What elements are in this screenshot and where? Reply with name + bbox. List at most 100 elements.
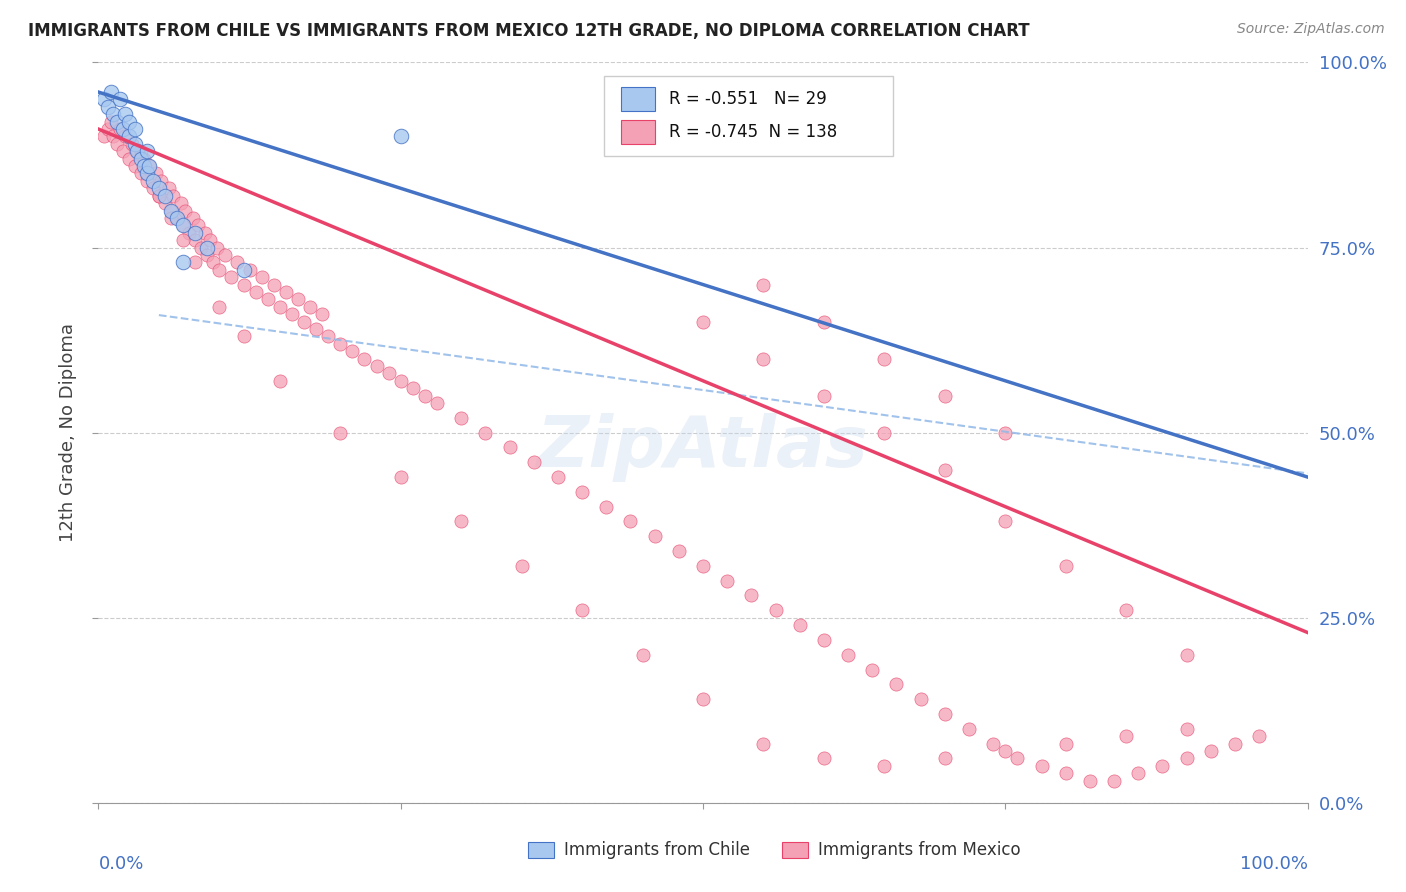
Point: [256, 293, 278, 307]
Point: [450, 515, 472, 529]
Point: [1199, 744, 1222, 758]
Point: [1115, 729, 1137, 743]
Point: [595, 500, 617, 514]
Point: [1128, 766, 1150, 780]
Point: [523, 455, 546, 469]
Point: [692, 558, 714, 573]
Point: [377, 367, 399, 381]
Point: [232, 277, 254, 292]
Point: [105, 136, 128, 151]
Point: [214, 248, 236, 262]
Point: [160, 211, 183, 225]
Point: [353, 351, 375, 366]
Point: [138, 159, 160, 173]
Point: [172, 255, 194, 269]
Point: [426, 396, 449, 410]
Point: [162, 188, 184, 202]
Point: [181, 211, 204, 225]
Point: [263, 277, 285, 292]
FancyBboxPatch shape: [621, 87, 655, 111]
Point: [184, 255, 207, 269]
Point: [166, 211, 188, 225]
Point: [765, 603, 787, 617]
Point: [631, 648, 654, 662]
Point: [934, 388, 956, 402]
Point: [129, 145, 152, 159]
Point: [239, 262, 262, 277]
Point: [934, 751, 956, 765]
Text: R = -0.745  N = 138: R = -0.745 N = 138: [669, 123, 838, 141]
Point: [148, 188, 170, 202]
Point: [873, 758, 896, 772]
Point: [100, 114, 122, 128]
Point: [752, 351, 775, 366]
Point: [571, 484, 593, 499]
Point: [226, 255, 249, 269]
Point: [860, 663, 883, 677]
Point: [153, 196, 176, 211]
Point: [179, 226, 201, 240]
Point: [886, 677, 908, 691]
Point: [93, 129, 115, 144]
Point: [190, 240, 212, 255]
Point: [873, 425, 896, 440]
Point: [245, 285, 267, 299]
Point: [172, 219, 194, 233]
Point: [1054, 766, 1077, 780]
Point: [172, 219, 194, 233]
Point: [118, 114, 141, 128]
Point: [389, 470, 412, 484]
Point: [910, 692, 932, 706]
Point: [134, 152, 156, 166]
Point: [934, 462, 956, 476]
Point: [97, 100, 120, 114]
Text: IMMIGRANTS FROM CHILE VS IMMIGRANTS FROM MEXICO 12TH GRADE, NO DIPLOMA CORRELATI: IMMIGRANTS FROM CHILE VS IMMIGRANTS FROM…: [28, 22, 1029, 40]
Point: [1078, 773, 1101, 788]
Point: [716, 574, 738, 588]
Point: [1175, 648, 1198, 662]
Point: [1054, 737, 1077, 751]
Y-axis label: 12th Grade, No Diploma: 12th Grade, No Diploma: [59, 323, 77, 542]
Point: [1249, 729, 1271, 743]
Point: [142, 174, 165, 188]
Point: [402, 381, 425, 395]
Point: [547, 470, 569, 484]
Point: [957, 722, 980, 736]
Point: [160, 203, 183, 218]
Point: [129, 166, 152, 180]
Point: [389, 374, 412, 388]
Point: [813, 751, 835, 765]
Point: [111, 122, 134, 136]
Point: [148, 188, 170, 202]
Point: [329, 425, 352, 440]
Point: [269, 374, 291, 388]
Point: [498, 441, 520, 455]
Point: [752, 737, 775, 751]
Point: [813, 632, 835, 647]
Point: [692, 692, 714, 706]
Text: 0.0%: 0.0%: [98, 855, 143, 872]
Point: [281, 307, 304, 321]
Point: [153, 188, 176, 202]
Point: [1175, 751, 1198, 765]
Point: [114, 107, 136, 121]
Point: [135, 174, 157, 188]
Point: [692, 314, 714, 328]
FancyBboxPatch shape: [621, 120, 655, 144]
Point: [195, 248, 218, 262]
Point: [994, 744, 1017, 758]
Point: [1152, 758, 1174, 772]
Point: [1223, 737, 1246, 751]
Point: [145, 166, 167, 180]
Point: [187, 219, 209, 233]
Point: [118, 152, 141, 166]
Point: [166, 211, 188, 225]
Point: [474, 425, 496, 440]
Point: [184, 226, 207, 240]
Point: [169, 196, 191, 211]
Point: [232, 329, 254, 343]
Point: [873, 351, 896, 366]
Point: [127, 145, 149, 159]
Point: [389, 129, 412, 144]
Point: [208, 262, 231, 277]
